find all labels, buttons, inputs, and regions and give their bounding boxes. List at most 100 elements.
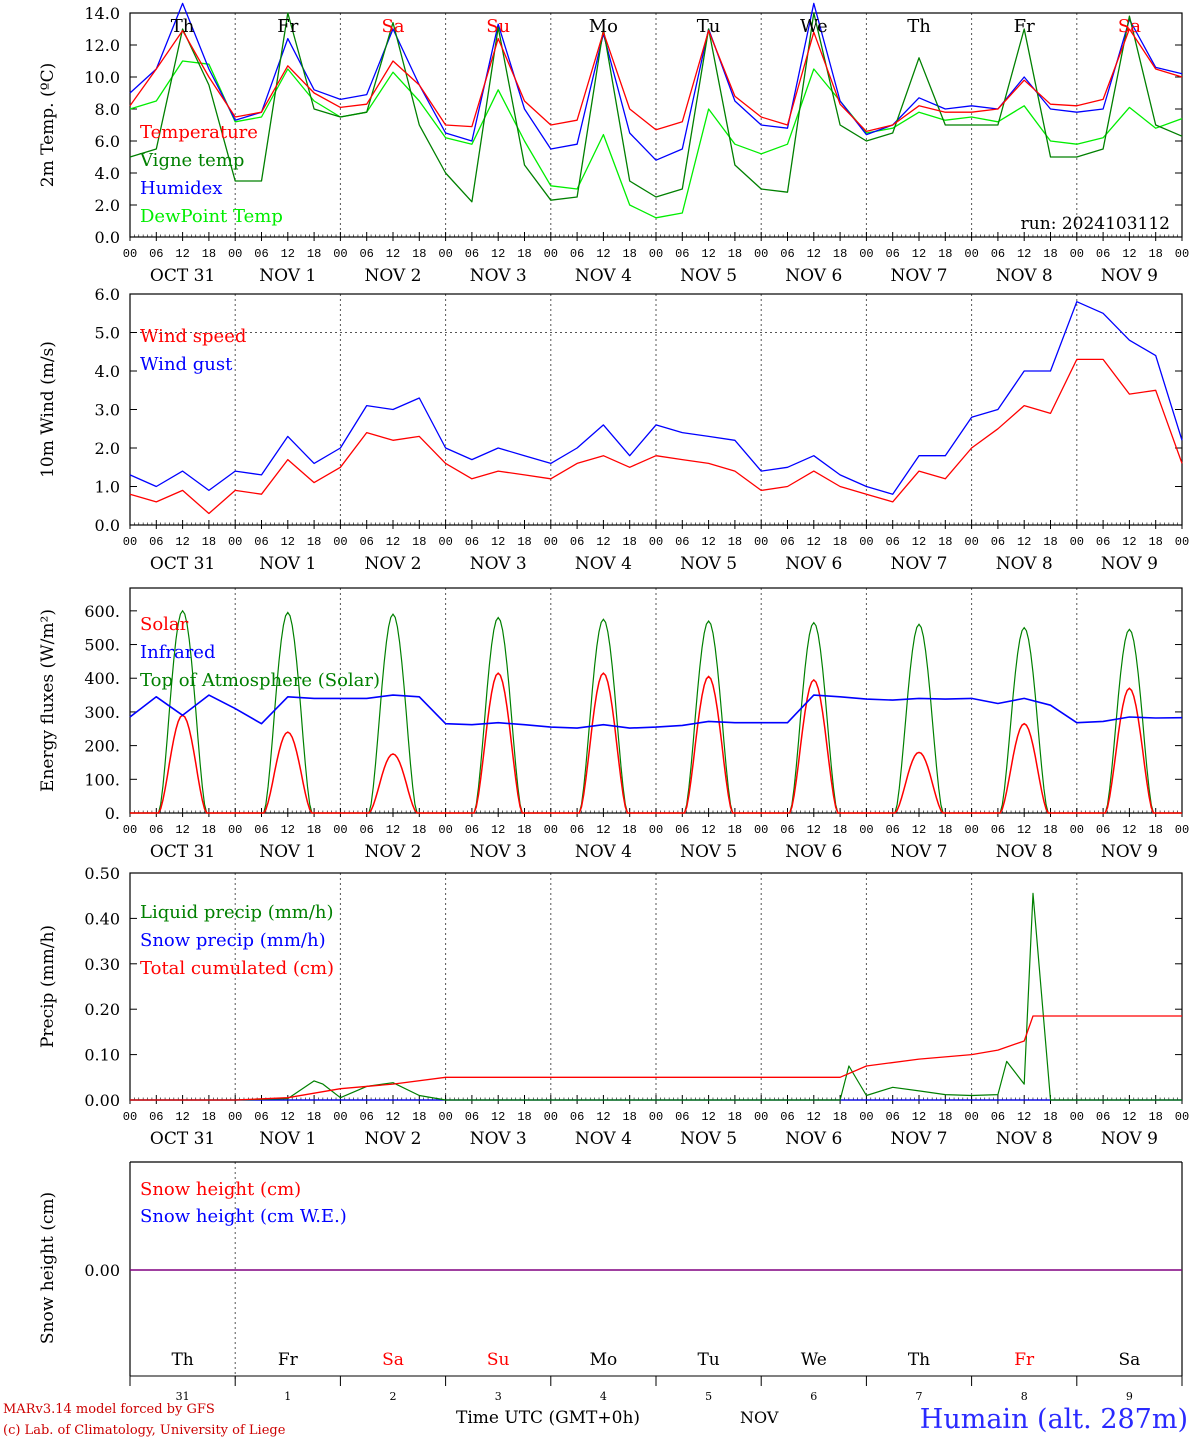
hour-tick-label: 00 — [544, 1110, 558, 1124]
date-label: NOV 8 — [996, 554, 1053, 574]
weekday-label: Fr — [1014, 1350, 1035, 1370]
hour-tick-label: 18 — [728, 823, 742, 837]
hour-tick-label: 12 — [281, 823, 295, 837]
hour-tick-label: 06 — [254, 823, 268, 837]
y-tick-label: 8.0 — [95, 100, 120, 119]
hour-tick-label: 18 — [307, 535, 321, 549]
hour-tick-label: 18 — [412, 535, 426, 549]
hour-tick-label: 00 — [1070, 535, 1084, 549]
y-tick-label: 0.10 — [84, 1046, 120, 1065]
hour-tick-label: 00 — [438, 535, 452, 549]
hour-tick-label: 00 — [1070, 247, 1084, 261]
hour-tick-label: 12 — [281, 535, 295, 549]
weekday-label: Fr — [277, 16, 298, 37]
hour-tick-label: 12 — [912, 823, 926, 837]
y-tick-label: 0.20 — [84, 1000, 120, 1019]
hour-tick-label: 06 — [885, 1110, 899, 1124]
hour-tick-label: 06 — [570, 535, 584, 549]
hour-tick-label: 00 — [438, 1110, 452, 1124]
hour-tick-label: 06 — [885, 823, 899, 837]
date-label: NOV 8 — [996, 1129, 1053, 1149]
date-label: NOV 4 — [575, 1129, 632, 1149]
legend-entry: Liquid precip (mm/h) — [140, 902, 334, 923]
legend-entry: Vigne temp — [139, 150, 244, 171]
y-tick-label: 12.0 — [84, 36, 120, 55]
hour-tick-label: 18 — [517, 535, 531, 549]
date-label: NOV 6 — [785, 1129, 842, 1149]
y-tick-label: 400. — [84, 669, 120, 688]
date-label: NOV 7 — [890, 554, 947, 574]
hour-tick-label: 12 — [281, 247, 295, 261]
hour-tick-label: 00 — [438, 247, 452, 261]
hour-tick-label: 06 — [359, 1110, 373, 1124]
weekday-label: Mo — [590, 1350, 618, 1370]
hour-tick-label: 06 — [149, 1110, 163, 1124]
y-axis-label: Energy fluxes (W/m²) — [38, 609, 58, 792]
hour-tick-label: 06 — [570, 247, 584, 261]
hour-tick-label: 18 — [1148, 247, 1162, 261]
hour-tick-label: 06 — [254, 247, 268, 261]
hour-tick-label: 00 — [333, 823, 347, 837]
legend-entry: Humidex — [140, 178, 222, 199]
hour-tick-label: 18 — [1148, 535, 1162, 549]
hour-tick-label: 12 — [1122, 823, 1136, 837]
hour-tick-label: 18 — [622, 535, 636, 549]
legend-entry: Total cumulated (cm) — [140, 958, 334, 979]
hour-tick-label: 12 — [596, 535, 610, 549]
hour-tick-label: 00 — [228, 823, 242, 837]
hour-tick-label: 12 — [1017, 823, 1031, 837]
date-label: NOV 5 — [680, 842, 737, 862]
date-label: NOV 2 — [364, 266, 421, 286]
hour-tick-label: 12 — [701, 823, 715, 837]
weekday-label: Th — [907, 16, 931, 37]
weekday-label: Sa — [381, 16, 404, 37]
hour-tick-label: 06 — [149, 823, 163, 837]
hour-tick-label: 18 — [833, 1110, 847, 1124]
hour-tick-label: 00 — [859, 823, 873, 837]
date-label: OCT 31 — [150, 266, 215, 286]
date-label: NOV 4 — [575, 266, 632, 286]
legend-entry: Solar — [140, 614, 189, 635]
hour-tick-label: 18 — [412, 1110, 426, 1124]
hour-tick-label: 12 — [596, 247, 610, 261]
hour-tick-label: 18 — [412, 823, 426, 837]
y-tick-label: 0.00 — [84, 1091, 120, 1110]
day-number-label: 3 — [495, 1390, 502, 1403]
date-label: NOV 7 — [890, 1129, 947, 1149]
hour-tick-label: 12 — [491, 1110, 505, 1124]
hour-tick-label: 12 — [175, 1110, 189, 1124]
hour-tick-label: 18 — [622, 1110, 636, 1124]
date-label: NOV 1 — [259, 266, 316, 286]
chart-panels: 0.02.04.06.08.010.012.014.02m Temp. (ºC)… — [38, 2, 1189, 1403]
date-label: OCT 31 — [150, 554, 215, 574]
hour-tick-label: 06 — [780, 535, 794, 549]
legend-entry: Snow height (cm) — [140, 1179, 301, 1200]
hour-tick-label: 12 — [491, 247, 505, 261]
hour-tick-label: 00 — [228, 535, 242, 549]
y-tick-label: 0.40 — [84, 909, 120, 928]
weekday-label: We — [801, 1350, 827, 1370]
series-line — [130, 892, 1182, 1101]
hour-tick-label: 18 — [833, 535, 847, 549]
day-number-label: 5 — [705, 1390, 712, 1403]
footer-month: NOV — [740, 1408, 779, 1427]
hour-tick-label: 12 — [596, 1110, 610, 1124]
hour-tick-label: 18 — [202, 247, 216, 261]
hour-tick-label: 18 — [728, 1110, 742, 1124]
hour-tick-label: 06 — [570, 823, 584, 837]
y-tick-label: 6.0 — [95, 132, 120, 151]
weekday-label: Fr — [278, 1350, 299, 1370]
hour-tick-label: 06 — [675, 247, 689, 261]
hour-tick-label: 18 — [938, 247, 952, 261]
date-label: NOV 9 — [1101, 1129, 1158, 1149]
hour-tick-label: 18 — [202, 823, 216, 837]
hour-tick-label: 18 — [1043, 247, 1057, 261]
hour-tick-label: 18 — [833, 823, 847, 837]
weekday-label: Fr — [1014, 16, 1035, 37]
weekday-label: Sa — [1118, 16, 1141, 37]
hour-tick-label: 12 — [1017, 1110, 1031, 1124]
y-tick-label: 0.00 — [84, 1261, 120, 1280]
weekday-label: Tu — [697, 1350, 719, 1370]
hour-tick-label: 18 — [728, 535, 742, 549]
